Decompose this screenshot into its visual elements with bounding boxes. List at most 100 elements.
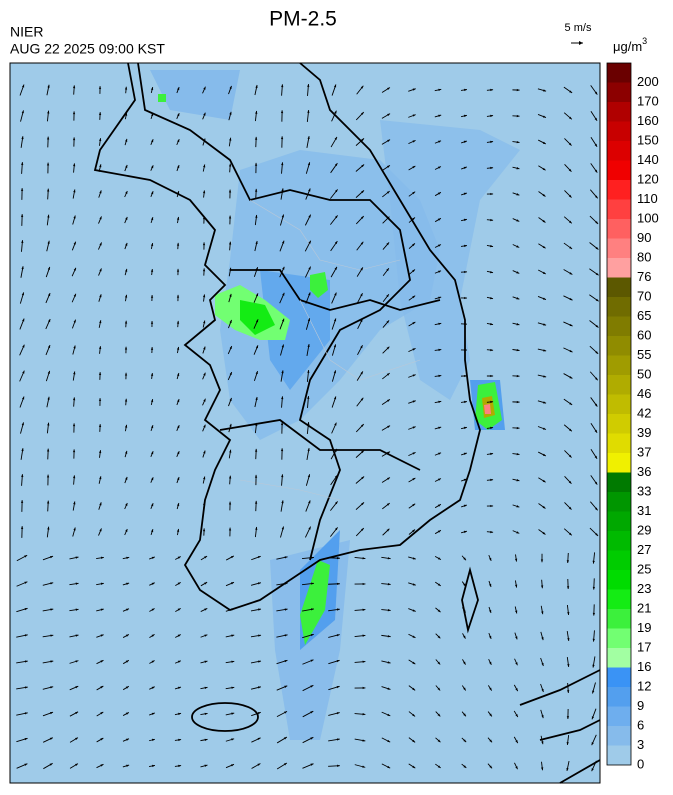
colorbar-label: 65 (637, 308, 651, 323)
wind-arrow-head (229, 267, 232, 271)
wind-arrow-head (463, 557, 467, 561)
wind-arrow-head (47, 240, 50, 244)
wind-arrow-head (202, 502, 206, 506)
wind-arrow-head (229, 319, 232, 323)
wind-arrow-head (412, 583, 416, 586)
wind-arrow-head (20, 500, 24, 503)
wind-arrow-head (229, 137, 232, 141)
wind-arrow-head (72, 449, 76, 453)
colorbar-label: 31 (637, 503, 651, 518)
wind-arrow-head (177, 87, 180, 91)
wind-arrow-head (362, 660, 366, 663)
wind-arrow-head (362, 634, 366, 637)
wind-arrow-head (360, 371, 363, 375)
color-swatch (607, 180, 631, 200)
wind-arrow-head (100, 608, 104, 611)
wind-arrow-head (150, 269, 154, 272)
wind-arrow-head (437, 609, 441, 613)
wind-arrow-head (516, 88, 520, 92)
wind-arrow-head (24, 660, 28, 663)
wind-arrow-head (202, 268, 206, 272)
wind-arrow-head (489, 687, 492, 691)
color-swatch (607, 375, 631, 395)
wind-arrow-head (99, 294, 102, 298)
wind-arrow-head (594, 481, 598, 485)
wind-arrow-head (281, 84, 284, 88)
wind-arrow-head (335, 189, 338, 193)
wind-arrow-head (281, 526, 284, 530)
wind-arrow-head (150, 373, 154, 376)
wind-arrow-head (151, 738, 155, 742)
colorbar-label: 140 (637, 152, 659, 167)
colorbar-label: 50 (637, 366, 651, 381)
wind-arrow-head (177, 634, 181, 637)
wind-arrow-head (284, 711, 288, 714)
wind-arrow-head (361, 502, 365, 506)
wind-arrow-head (282, 292, 285, 296)
wind-arrow-head (50, 712, 54, 715)
wind-arrow-head (595, 351, 599, 354)
wind-arrow-head (124, 86, 128, 90)
wind-arrow-head (360, 112, 364, 115)
wind-arrow-head (151, 191, 154, 195)
wind-arrow-head (412, 426, 416, 429)
wind-arrow-head (125, 660, 129, 663)
wind-arrow-head (412, 166, 416, 169)
colorbar-label: 19 (637, 620, 651, 635)
wind-arrow-head (72, 423, 76, 427)
color-swatch (607, 433, 631, 453)
wind-arrow-head (569, 349, 573, 353)
color-swatch (607, 414, 631, 434)
wind-arrow-head (542, 297, 546, 300)
wind-arrow-head (490, 244, 494, 248)
wind-arrow-head (22, 344, 25, 348)
wind-arrow-head (151, 634, 155, 637)
wind-arrow-head (231, 738, 235, 741)
wind-arrow-head (490, 296, 494, 300)
wind-arrow-head (47, 319, 51, 323)
wind-arrow-head (569, 376, 573, 379)
wind-arrow-head (177, 451, 180, 455)
wind-arrow-head (229, 111, 232, 115)
wind-arrow-head (229, 449, 232, 453)
wind-arrow-head (515, 688, 518, 692)
wind-arrow-head (386, 242, 390, 246)
wind-arrow-head (280, 136, 284, 140)
wind-arrow-head (98, 424, 102, 427)
map (9, 62, 601, 784)
color-swatch (607, 82, 631, 102)
wind-arrow-head (595, 533, 599, 536)
colorbar-label: 100 (637, 210, 659, 225)
wind-arrow-head (204, 764, 208, 767)
wind-arrow-head (542, 531, 546, 535)
wind-arrow-head (335, 527, 338, 531)
wind-arrow-head (595, 272, 599, 276)
wind-arrow-head (307, 474, 311, 478)
wind-arrow-head (412, 217, 416, 221)
wind-arrow-head (124, 398, 128, 402)
wind-arrow-head (99, 242, 102, 246)
wind-arrow-head (203, 320, 206, 324)
wind-arrow-head (360, 424, 364, 427)
wind-arrow-head (280, 422, 284, 426)
wind-arrow-head (73, 189, 76, 193)
wind-arrow-head (204, 686, 208, 689)
wind-arrow-head (386, 346, 390, 350)
concentration-field (150, 70, 520, 740)
wind-arrow-head (255, 110, 258, 114)
wind-arrow-head (125, 164, 128, 168)
wind-arrow-head (386, 528, 390, 532)
wind-arrow-head (438, 452, 442, 455)
wind-arrow-head (228, 215, 232, 219)
wind-arrow-head (437, 661, 441, 665)
wind-arrow-head (177, 113, 180, 117)
wind-arrow-head (73, 345, 76, 349)
wind-arrow-head (490, 88, 494, 92)
wind-arrow-head (337, 582, 340, 586)
wind-arrow-head (386, 268, 389, 272)
wind-arrow-head (255, 267, 258, 271)
wind-arrow-head (516, 114, 520, 118)
wind-arrow-head (542, 141, 546, 144)
wind-arrow-head (542, 427, 546, 430)
wind-arrow-head (463, 114, 467, 118)
